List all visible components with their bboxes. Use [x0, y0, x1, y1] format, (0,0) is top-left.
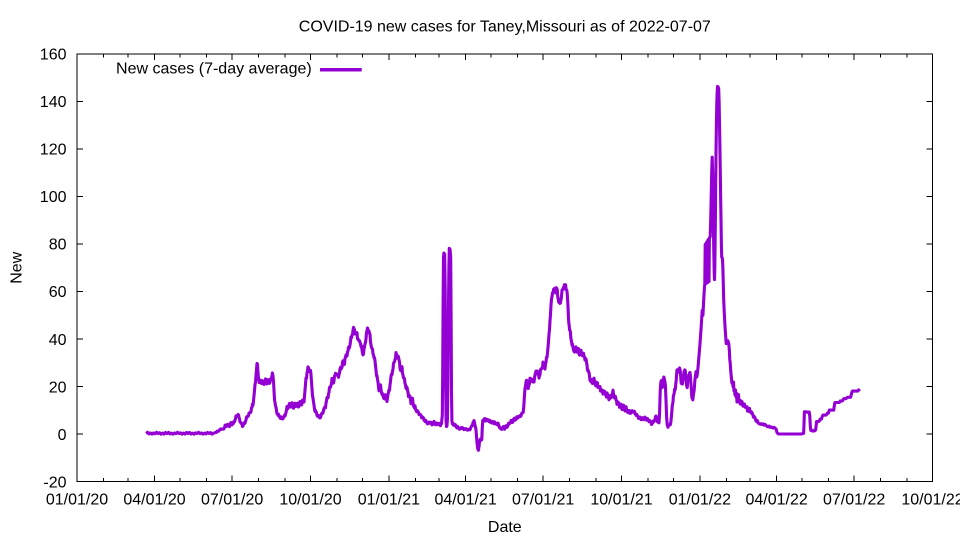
svg-text:04/01/21: 04/01/21	[434, 492, 496, 509]
svg-text:10/01/20: 10/01/20	[279, 492, 341, 509]
svg-text:07/01/20: 07/01/20	[201, 492, 263, 509]
svg-text:07/01/22: 07/01/22	[823, 492, 885, 509]
svg-text:01/01/20: 01/01/20	[46, 492, 108, 509]
svg-text:New: New	[9, 251, 26, 283]
svg-text:10/01/21: 10/01/21	[590, 492, 652, 509]
svg-text:60: 60	[49, 284, 67, 301]
svg-text:10/01/22: 10/01/22	[901, 492, 960, 509]
svg-text:80: 80	[49, 237, 67, 254]
svg-text:120: 120	[40, 142, 67, 159]
svg-text:04/01/20: 04/01/20	[123, 492, 185, 509]
svg-text:40: 40	[49, 332, 67, 349]
svg-text:01/01/22: 01/01/22	[669, 492, 731, 509]
svg-text:01/01/21: 01/01/21	[358, 492, 420, 509]
svg-text:-20: -20	[43, 474, 66, 491]
svg-text:100: 100	[40, 189, 67, 206]
svg-text:20: 20	[49, 379, 67, 396]
svg-text:160: 160	[40, 47, 67, 64]
svg-text:07/01/21: 07/01/21	[512, 492, 574, 509]
svg-text:04/01/22: 04/01/22	[745, 492, 807, 509]
svg-text:New cases (7-day average): New cases (7-day average)	[116, 60, 312, 77]
svg-text:Date: Date	[488, 519, 522, 536]
svg-text:140: 140	[40, 94, 67, 111]
svg-text:0: 0	[58, 427, 67, 444]
svg-text:COVID-19 new cases for Taney,M: COVID-19 new cases for Taney,Missouri as…	[299, 19, 711, 36]
